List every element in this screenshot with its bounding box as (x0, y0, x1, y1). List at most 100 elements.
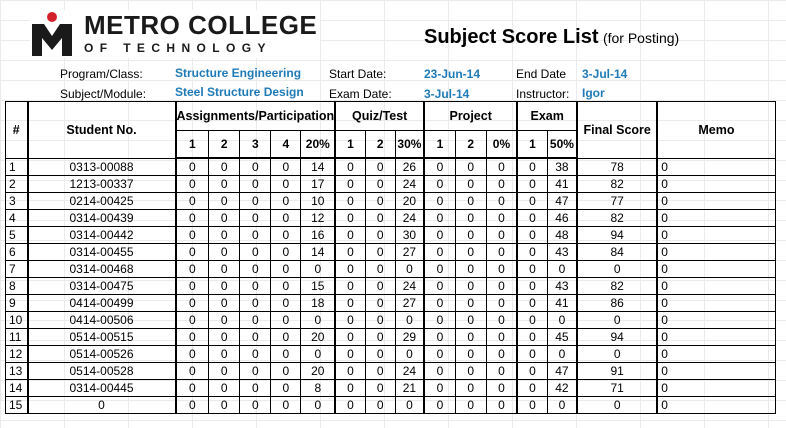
project-1-cell[interactable]: 0 (423, 157, 456, 176)
exam-1-cell[interactable]: 0 (516, 396, 548, 414)
end-date-value[interactable]: 3-Jul-14 (582, 67, 628, 81)
assignment-4-cell[interactable]: 0 (270, 379, 302, 397)
assignment-3-cell[interactable]: 0 (239, 277, 272, 295)
assignment-1-cell[interactable]: 0 (174, 209, 210, 227)
quiz-2-cell[interactable]: 0 (364, 243, 396, 261)
exam-1-cell[interactable]: 0 (516, 328, 548, 346)
memo-cell[interactable]: 0 (656, 396, 776, 414)
quiz-1-cell[interactable]: 0 (334, 345, 366, 363)
memo-cell[interactable]: 0 (656, 209, 776, 227)
assignment-4-cell[interactable]: 0 (270, 192, 302, 210)
assignment-4-cell[interactable]: 0 (270, 277, 302, 295)
project-1-cell[interactable]: 0 (423, 226, 456, 244)
quiz-2-cell[interactable]: 0 (364, 311, 396, 329)
project-2-cell[interactable]: 0 (454, 243, 487, 261)
quiz-2-cell[interactable]: 0 (364, 175, 396, 193)
assignment-2-cell[interactable]: 0 (208, 260, 241, 278)
quiz-1-cell[interactable]: 0 (334, 209, 366, 227)
memo-cell[interactable]: 0 (656, 328, 776, 346)
project-2-cell[interactable]: 0 (454, 260, 487, 278)
memo-cell[interactable]: 0 (656, 260, 776, 278)
assignment-4-cell[interactable]: 0 (270, 311, 302, 329)
assignment-2-cell[interactable]: 0 (208, 209, 241, 227)
project-1-cell[interactable]: 0 (423, 209, 456, 227)
assignment-2-cell[interactable]: 0 (208, 277, 241, 295)
project-2-cell[interactable]: 0 (454, 277, 487, 295)
memo-cell[interactable]: 0 (656, 226, 776, 244)
assignment-3-cell[interactable]: 0 (239, 328, 272, 346)
assignment-1-cell[interactable]: 0 (174, 192, 210, 210)
memo-cell[interactable]: 0 (656, 192, 776, 210)
quiz-2-cell[interactable]: 0 (364, 379, 396, 397)
assignment-4-cell[interactable]: 0 (270, 328, 302, 346)
quiz-1-cell[interactable]: 0 (334, 396, 366, 414)
assignment-1-cell[interactable]: 0 (174, 311, 210, 329)
exam-1-cell[interactable]: 0 (516, 345, 548, 363)
assignment-3-cell[interactable]: 0 (239, 294, 272, 312)
exam-date-value[interactable]: 3-Jul-14 (424, 87, 470, 101)
quiz-1-cell[interactable]: 0 (334, 294, 366, 312)
quiz-2-cell[interactable]: 0 (364, 209, 396, 227)
assignment-3-cell[interactable]: 0 (239, 260, 272, 278)
exam-1-cell[interactable]: 0 (516, 260, 548, 278)
project-2-cell[interactable]: 0 (454, 311, 487, 329)
subject-value[interactable]: Steel Structure Design (175, 85, 304, 99)
project-2-cell[interactable]: 0 (454, 157, 487, 176)
assignment-1-cell[interactable]: 0 (174, 226, 210, 244)
quiz-1-cell[interactable]: 0 (334, 328, 366, 346)
assignment-4-cell[interactable]: 0 (270, 362, 302, 380)
assignment-4-cell[interactable]: 0 (270, 345, 302, 363)
exam-1-cell[interactable]: 0 (516, 311, 548, 329)
assignment-2-cell[interactable]: 0 (208, 192, 241, 210)
exam-1-cell[interactable]: 0 (516, 362, 548, 380)
start-date-value[interactable]: 23-Jun-14 (424, 67, 481, 81)
project-1-cell[interactable]: 0 (423, 175, 456, 193)
project-1-cell[interactable]: 0 (423, 328, 456, 346)
exam-1-cell[interactable]: 0 (516, 209, 548, 227)
quiz-1-cell[interactable]: 0 (334, 192, 366, 210)
project-2-cell[interactable]: 0 (454, 294, 487, 312)
assignment-4-cell[interactable]: 0 (270, 396, 302, 414)
quiz-1-cell[interactable]: 0 (334, 260, 366, 278)
assignment-2-cell[interactable]: 0 (208, 379, 241, 397)
project-1-cell[interactable]: 0 (423, 362, 456, 380)
assignment-3-cell[interactable]: 0 (239, 345, 272, 363)
exam-1-cell[interactable]: 0 (516, 294, 548, 312)
quiz-1-cell[interactable]: 0 (334, 311, 366, 329)
assignment-2-cell[interactable]: 0 (208, 243, 241, 261)
project-2-cell[interactable]: 0 (454, 226, 487, 244)
memo-cell[interactable]: 0 (656, 243, 776, 261)
assignment-1-cell[interactable]: 0 (174, 396, 210, 414)
quiz-2-cell[interactable]: 0 (364, 362, 396, 380)
quiz-2-cell[interactable]: 0 (364, 192, 396, 210)
quiz-1-cell[interactable]: 0 (334, 379, 366, 397)
assignment-1-cell[interactable]: 0 (174, 277, 210, 295)
assignment-2-cell[interactable]: 0 (208, 311, 241, 329)
memo-cell[interactable]: 0 (656, 294, 776, 312)
quiz-2-cell[interactable]: 0 (364, 396, 396, 414)
quiz-2-cell[interactable]: 0 (364, 157, 396, 176)
quiz-1-cell[interactable]: 0 (334, 226, 366, 244)
quiz-2-cell[interactable]: 0 (364, 294, 396, 312)
quiz-2-cell[interactable]: 0 (364, 328, 396, 346)
assignment-3-cell[interactable]: 0 (239, 362, 272, 380)
quiz-2-cell[interactable]: 0 (364, 345, 396, 363)
quiz-2-cell[interactable]: 0 (364, 277, 396, 295)
exam-1-cell[interactable]: 0 (516, 243, 548, 261)
assignment-1-cell[interactable]: 0 (174, 243, 210, 261)
assignment-2-cell[interactable]: 0 (208, 362, 241, 380)
memo-cell[interactable]: 0 (656, 311, 776, 329)
assignment-4-cell[interactable]: 0 (270, 209, 302, 227)
assignment-1-cell[interactable]: 0 (174, 175, 210, 193)
project-1-cell[interactable]: 0 (423, 294, 456, 312)
memo-cell[interactable]: 0 (656, 175, 776, 193)
project-2-cell[interactable]: 0 (454, 209, 487, 227)
memo-cell[interactable]: 0 (656, 362, 776, 380)
assignment-4-cell[interactable]: 0 (270, 294, 302, 312)
assignment-4-cell[interactable]: 0 (270, 243, 302, 261)
project-2-cell[interactable]: 0 (454, 192, 487, 210)
assignment-1-cell[interactable]: 0 (174, 362, 210, 380)
quiz-2-cell[interactable]: 0 (364, 226, 396, 244)
project-1-cell[interactable]: 0 (423, 379, 456, 397)
assignment-2-cell[interactable]: 0 (208, 294, 241, 312)
